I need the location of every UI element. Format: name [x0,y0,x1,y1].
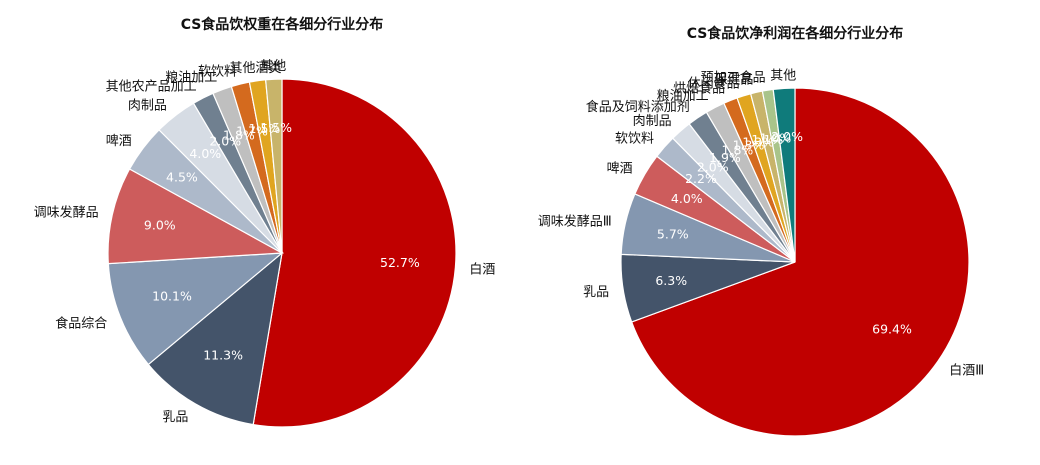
profit-value-label-2: 5.7% [657,226,689,241]
profit-value-label-7: 1.8% [722,143,754,158]
profit-category-label-5: 肉制品 [633,114,672,129]
weight-slice-3 [107,168,285,265]
weight-value-label-1: 11.3% [203,348,243,363]
profit-category-label-7: 粮油加工 [657,89,709,104]
weight-value-label-10: 1.5% [260,120,292,135]
profit-category-label-6: 食品及饲料添加剂 [586,99,690,115]
weight-value-label-3: 9.0% [144,218,176,233]
profit-slice-12 [772,87,796,263]
weight-category-label-7: 粮油加工 [165,71,217,86]
profit-value-label-12: 2.0% [771,129,803,144]
profit-slice-0 [630,87,970,437]
profit-category-label-12: 其他 [770,68,796,83]
profit-value-label-4: 2.2% [685,171,717,186]
weight-value-label-2: 10.1% [152,289,192,304]
profit-category-label-4: 软饮料 [615,132,654,147]
profit-value-label-9: 1.3% [742,134,774,149]
weight-category-label-1: 乳品 [162,410,188,425]
weight-value-label-5: 4.0% [189,146,221,161]
weight-category-label-9: 其他酒类 [229,61,281,76]
profit-category-label-11: 预加工食品 [701,69,766,85]
chart-title-profit: CS食品饮净利润在各细分行业分布 [687,25,904,42]
profit-value-label-6: 1.9% [709,150,741,165]
weight-category-label-8: 软饮料 [198,65,237,80]
weight-value-label-8: 1.7% [236,123,268,138]
profit-value-label-10: 1.1% [751,132,783,147]
weight-category-label-2: 食品综合 [55,315,107,331]
weight-value-label-0: 52.7% [380,255,420,270]
profit-category-label-3: 啤酒 [607,161,633,176]
weight-value-label-7: 1.8% [223,127,255,142]
weight-category-label-6: 其他农产品加工 [106,80,197,95]
weight-category-label-0: 白酒 [469,262,495,278]
profit-value-label-5: 2.0% [697,160,729,175]
profit-value-label-0: 69.4% [872,322,912,337]
weight-value-label-4: 4.5% [166,170,198,185]
weight-category-label-10: 其他 [260,59,286,74]
profit-value-label-11: 1.0% [760,130,792,145]
weight-category-label-4: 啤酒 [106,134,132,149]
profit-value-label-3: 4.0% [671,191,703,206]
profit-value-label-1: 6.3% [655,273,687,288]
profit-category-label-1: 乳品 [583,285,609,300]
weight-value-label-9: 1.5% [249,121,281,136]
weight-slice-2 [107,252,284,366]
profit-category-label-9: 休闲食品 [688,75,740,91]
chart-title-weight: CS食品饮权重在各细分行业分布 [181,16,384,33]
weight-category-label-5: 肉制品 [128,98,167,113]
profit-category-label-2: 调味发酵品Ⅲ [538,213,612,229]
profit-value-label-8: 1.3% [733,138,765,153]
weight-category-label-3: 调味发酵品 [34,205,99,221]
weight-slice-0 [252,78,457,428]
profit-category-label-10: 保健品 [714,73,753,88]
weight-slice-1 [147,251,283,426]
pie-chart-weight: CS食品饮权重在各细分行业分布 52.7% 白酒 11.3% 乳品 10.1% 食品综合 9… [34,16,495,428]
weight-slice-10 [264,78,283,254]
pie-chart-profit: CS食品饮净利润在各细分行业分布 69.4% 白酒Ⅲ 6.3% 乳品 5.7% 调味发酵品… [538,25,984,437]
profit-category-label-8: 烘焙食品 [673,80,725,96]
profit-category-label-0: 白酒Ⅲ [949,363,984,379]
weight-value-label-6: 2.0% [209,133,241,148]
